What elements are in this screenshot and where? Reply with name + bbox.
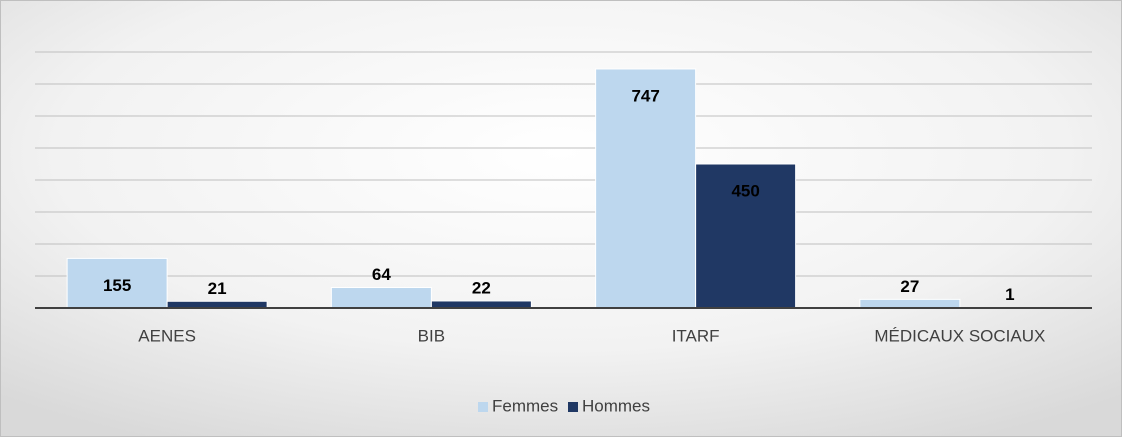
data-label: 747 [631,86,659,105]
x-tick-label: MÉDICAUX SOCIAUX [874,326,1045,345]
bar [330,287,432,309]
data-label: 22 [472,278,491,297]
x-tick-label: ITARF [672,326,720,345]
bar [859,298,961,309]
data-label: 155 [103,276,131,295]
data-label: 21 [208,279,227,298]
bar [430,300,532,309]
bar [66,257,168,309]
data-label: 1 [1005,285,1014,304]
data-label: 450 [731,181,759,200]
x-tick-label: AENES [138,326,196,345]
bar [166,300,268,309]
legend-label: Hommes [582,396,650,415]
legend-swatch [568,402,578,412]
data-label: 64 [372,265,391,284]
data-label: 27 [900,277,919,296]
legend-swatch [478,402,488,412]
legend-label: Femmes [492,396,558,415]
x-tick-label: BIB [418,326,445,345]
